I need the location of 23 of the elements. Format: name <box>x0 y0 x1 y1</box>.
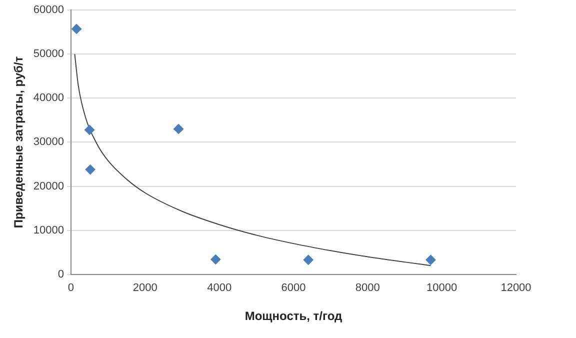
x-tick-label: 2000 <box>132 282 158 294</box>
point <box>85 164 96 175</box>
y-tick-label: 10000 <box>33 224 64 236</box>
point <box>426 254 436 265</box>
x-tick-label: 4000 <box>207 282 232 294</box>
x-tick-label: 8000 <box>355 282 380 294</box>
y-tick-label: 40000 <box>33 92 64 104</box>
point <box>303 254 314 265</box>
point <box>174 124 184 134</box>
y-tick-label: 50000 <box>33 48 64 60</box>
x-tick-label: 6000 <box>281 282 306 294</box>
x-axis-title: Мощность, т/год <box>244 309 343 324</box>
y-tick-label: 60000 <box>33 4 64 16</box>
y-tick-label: 20000 <box>33 180 64 192</box>
y-tick-label: 30000 <box>33 136 64 148</box>
point <box>84 124 95 135</box>
point <box>210 254 221 264</box>
x-tick-label: 0 <box>68 282 74 294</box>
x-tick-label: 12000 <box>500 282 532 294</box>
y-axis-title: Приведенные затраты, руб/т <box>12 56 26 228</box>
x-tick-label: 10000 <box>426 282 458 294</box>
y-tick-label: 0 <box>58 268 64 280</box>
point <box>72 24 82 34</box>
